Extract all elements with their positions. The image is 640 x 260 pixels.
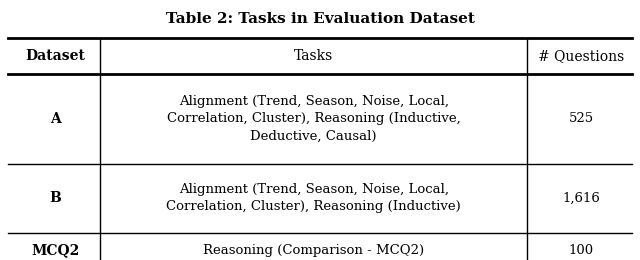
Text: Alignment (Trend, Season, Noise, Local,
Correlation, Cluster), Reasoning (Induct: Alignment (Trend, Season, Noise, Local, … (166, 183, 461, 213)
Text: 525: 525 (569, 113, 594, 126)
Text: A: A (50, 112, 61, 126)
Text: B: B (50, 191, 61, 205)
Text: Dataset: Dataset (26, 49, 86, 63)
Text: MCQ2: MCQ2 (31, 244, 79, 258)
Text: 1,616: 1,616 (563, 192, 600, 205)
Text: Reasoning (Comparison - MCQ2): Reasoning (Comparison - MCQ2) (203, 244, 424, 257)
Text: Table 2: Tasks in Evaluation Dataset: Table 2: Tasks in Evaluation Dataset (166, 11, 474, 25)
Text: 100: 100 (569, 244, 594, 257)
Text: Alignment (Trend, Season, Noise, Local,
Correlation, Cluster), Reasoning (Induct: Alignment (Trend, Season, Noise, Local, … (167, 95, 461, 142)
Text: Tasks: Tasks (294, 49, 333, 63)
Text: # Questions: # Questions (538, 49, 625, 63)
